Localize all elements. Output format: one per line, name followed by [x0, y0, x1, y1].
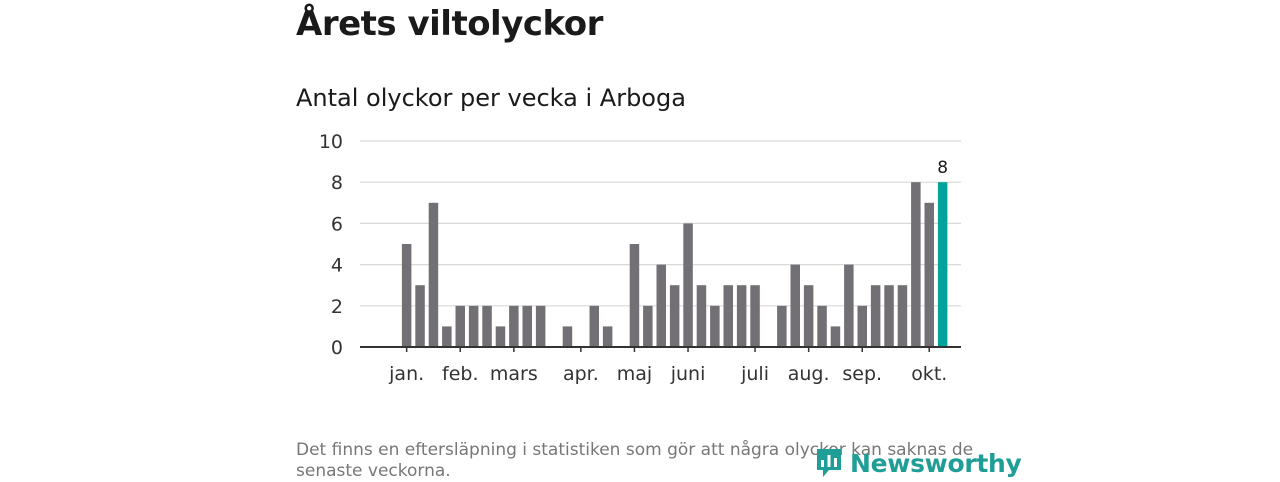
- y-axis-ticks: 0 2 4 6 8 10: [319, 131, 343, 359]
- bar: [401, 244, 412, 347]
- x-tick-label: juli: [740, 363, 769, 385]
- newsworthy-logo-icon: [817, 449, 841, 477]
- x-axis-ticks: jan. feb. mars apr. maj juni juli aug. sep. okt.: [360, 346, 961, 385]
- x-tick-label: maj: [617, 363, 652, 385]
- bar: [522, 305, 532, 347]
- bar: [736, 285, 747, 347]
- bars: [401, 182, 948, 347]
- footnote: Det finns en eftersläpning i statistiken…: [296, 440, 974, 481]
- bar: [830, 326, 841, 347]
- bar: [777, 305, 787, 347]
- bar: [629, 244, 640, 347]
- bar: [710, 305, 720, 347]
- bar: [897, 285, 908, 347]
- y-tick-label: 6: [331, 213, 343, 235]
- bar: [455, 305, 465, 347]
- bar: [924, 202, 934, 347]
- bar: [844, 264, 854, 347]
- bar: [643, 305, 653, 347]
- bar: [495, 326, 506, 347]
- x-tick-label: feb.: [442, 363, 478, 385]
- bar: [468, 305, 479, 347]
- bar: [790, 264, 800, 347]
- x-tick-label: juni: [670, 363, 706, 385]
- x-tick-label: aug.: [788, 363, 830, 385]
- chart-subtitle: Antal olyckor per vecka i Arboga: [296, 84, 686, 112]
- x-tick-label: okt.: [911, 363, 947, 385]
- data-label: 8: [937, 158, 948, 178]
- bar: [509, 305, 519, 347]
- bar: [683, 223, 693, 347]
- bar: [602, 326, 613, 347]
- bar: [428, 202, 439, 347]
- bar: [817, 305, 827, 347]
- y-tick-label: 2: [331, 296, 343, 318]
- x-tick-label: mars: [490, 363, 538, 385]
- bar: [870, 285, 881, 347]
- bar: [857, 305, 867, 347]
- bar: [803, 285, 814, 347]
- bar: [911, 182, 921, 347]
- bar: [696, 285, 707, 347]
- page-title: Årets viltolyckor: [296, 4, 603, 44]
- bar: [656, 264, 666, 347]
- bar: [562, 326, 573, 347]
- x-tick-label: sep.: [842, 363, 882, 385]
- bar-chart: 0 2 4 6 8 10 jan. feb. mars apr. maj juni juli aug. s…: [319, 131, 961, 385]
- bar: [589, 305, 599, 347]
- y-tick-label: 10: [319, 131, 343, 153]
- newsworthy-logo-text: Newsworthy: [850, 448, 1022, 478]
- bar: [442, 326, 452, 347]
- bar: [535, 305, 546, 347]
- newsworthy-logo: Newsworthy: [814, 446, 1022, 480]
- bar: [884, 285, 894, 347]
- y-tick-label: 0: [331, 337, 343, 359]
- bar-highlight: [937, 182, 948, 347]
- y-tick-label: 4: [331, 255, 343, 277]
- y-tick-label: 8: [331, 172, 343, 194]
- bar: [482, 305, 492, 347]
- bar: [415, 285, 425, 347]
- x-tick-label: apr.: [563, 363, 599, 385]
- bar: [750, 285, 760, 347]
- x-tick-label: jan.: [388, 363, 424, 385]
- data-labels: 8: [937, 158, 948, 178]
- bar: [669, 285, 680, 347]
- bar: [723, 285, 733, 347]
